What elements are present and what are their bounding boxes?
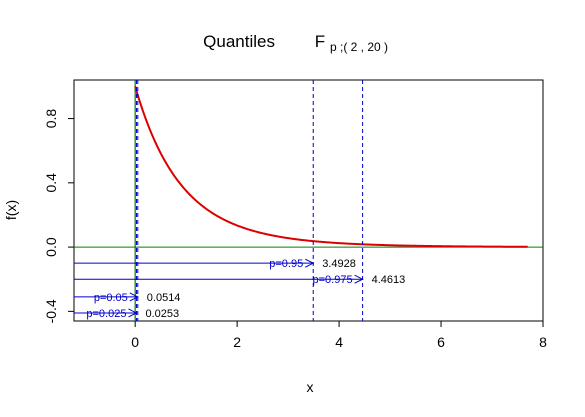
quantile-value-label: 4.4613 [372, 274, 406, 286]
density-curve [134, 86, 528, 248]
plot-frame [73, 79, 544, 322]
quantile-prob-label: p=0.975 [313, 274, 353, 286]
y-tick-label: 0.0 [43, 237, 59, 257]
x-tick-label: 0 [131, 334, 139, 350]
arrow-head [354, 274, 364, 284]
y-tick-label: 0.8 [43, 109, 59, 129]
y-axis: -0.4 0.0 0.4 0.8 [43, 109, 74, 323]
y-axis-label: f(x) [3, 200, 19, 220]
quantile-prob-label: p=0.025 [86, 308, 126, 320]
quantile-value-label: 0.0514 [147, 292, 181, 304]
x-axis-label: x [307, 379, 314, 395]
y-tick-label: -0.4 [43, 299, 59, 323]
x-axis: 0 2 4 6 8 [131, 321, 547, 350]
y-tick-label: 0.4 [43, 173, 59, 193]
x-tick-label: 2 [233, 334, 241, 350]
x-tick-label: 6 [437, 334, 445, 350]
arrow-head [305, 258, 315, 268]
arrow-head [128, 308, 138, 318]
quantile-prob-label: p=0.95 [269, 258, 303, 270]
quantile-value-label: 0.0253 [145, 308, 179, 320]
quantile-value-label: 3.4928 [322, 258, 356, 270]
chart-title-subscript: p ;( 2 , 20 ) [330, 40, 388, 54]
plot-area: p=0.95 3.4928 p=0.975 4.4613 p=0.05 0.0514 p=0… [74, 80, 543, 321]
quantile-prob-label: p=0.05 [94, 292, 128, 304]
arrow-head [129, 292, 139, 302]
chart-title: Quantiles [203, 32, 275, 51]
chart-title-symbol: F [315, 32, 325, 51]
x-tick-label: 8 [539, 334, 547, 350]
x-tick-label: 4 [335, 334, 343, 350]
